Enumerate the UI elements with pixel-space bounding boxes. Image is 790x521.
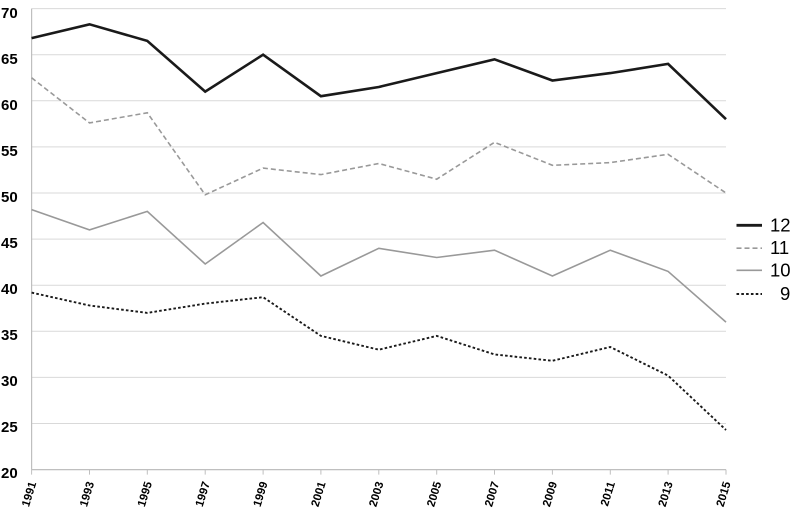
svg-text:2001: 2001 <box>310 480 329 509</box>
svg-text:60: 60 <box>1 97 18 114</box>
svg-text:55: 55 <box>1 143 18 160</box>
svg-text:2007: 2007 <box>483 480 502 508</box>
svg-text:9: 9 <box>780 283 790 304</box>
svg-text:50: 50 <box>1 189 18 206</box>
svg-text:1991: 1991 <box>20 480 39 509</box>
svg-text:10: 10 <box>770 259 790 280</box>
svg-text:35: 35 <box>1 327 18 344</box>
svg-text:2009: 2009 <box>541 480 560 508</box>
svg-text:40: 40 <box>1 281 18 298</box>
svg-text:2005: 2005 <box>425 480 444 509</box>
svg-text:1995: 1995 <box>136 480 155 509</box>
svg-text:12: 12 <box>770 214 790 235</box>
svg-text:45: 45 <box>1 235 18 252</box>
svg-text:2003: 2003 <box>368 480 387 508</box>
svg-text:70: 70 <box>1 5 18 22</box>
svg-text:2011: 2011 <box>599 480 618 508</box>
svg-text:1999: 1999 <box>252 480 271 508</box>
svg-text:2015: 2015 <box>715 480 734 509</box>
svg-text:11: 11 <box>770 237 789 258</box>
svg-text:20: 20 <box>1 465 18 482</box>
svg-text:1993: 1993 <box>78 480 97 508</box>
svg-text:65: 65 <box>1 51 18 68</box>
svg-text:1997: 1997 <box>194 480 213 508</box>
svg-text:25: 25 <box>1 419 18 436</box>
svg-text:2013: 2013 <box>657 480 676 508</box>
svg-text:30: 30 <box>1 373 18 390</box>
